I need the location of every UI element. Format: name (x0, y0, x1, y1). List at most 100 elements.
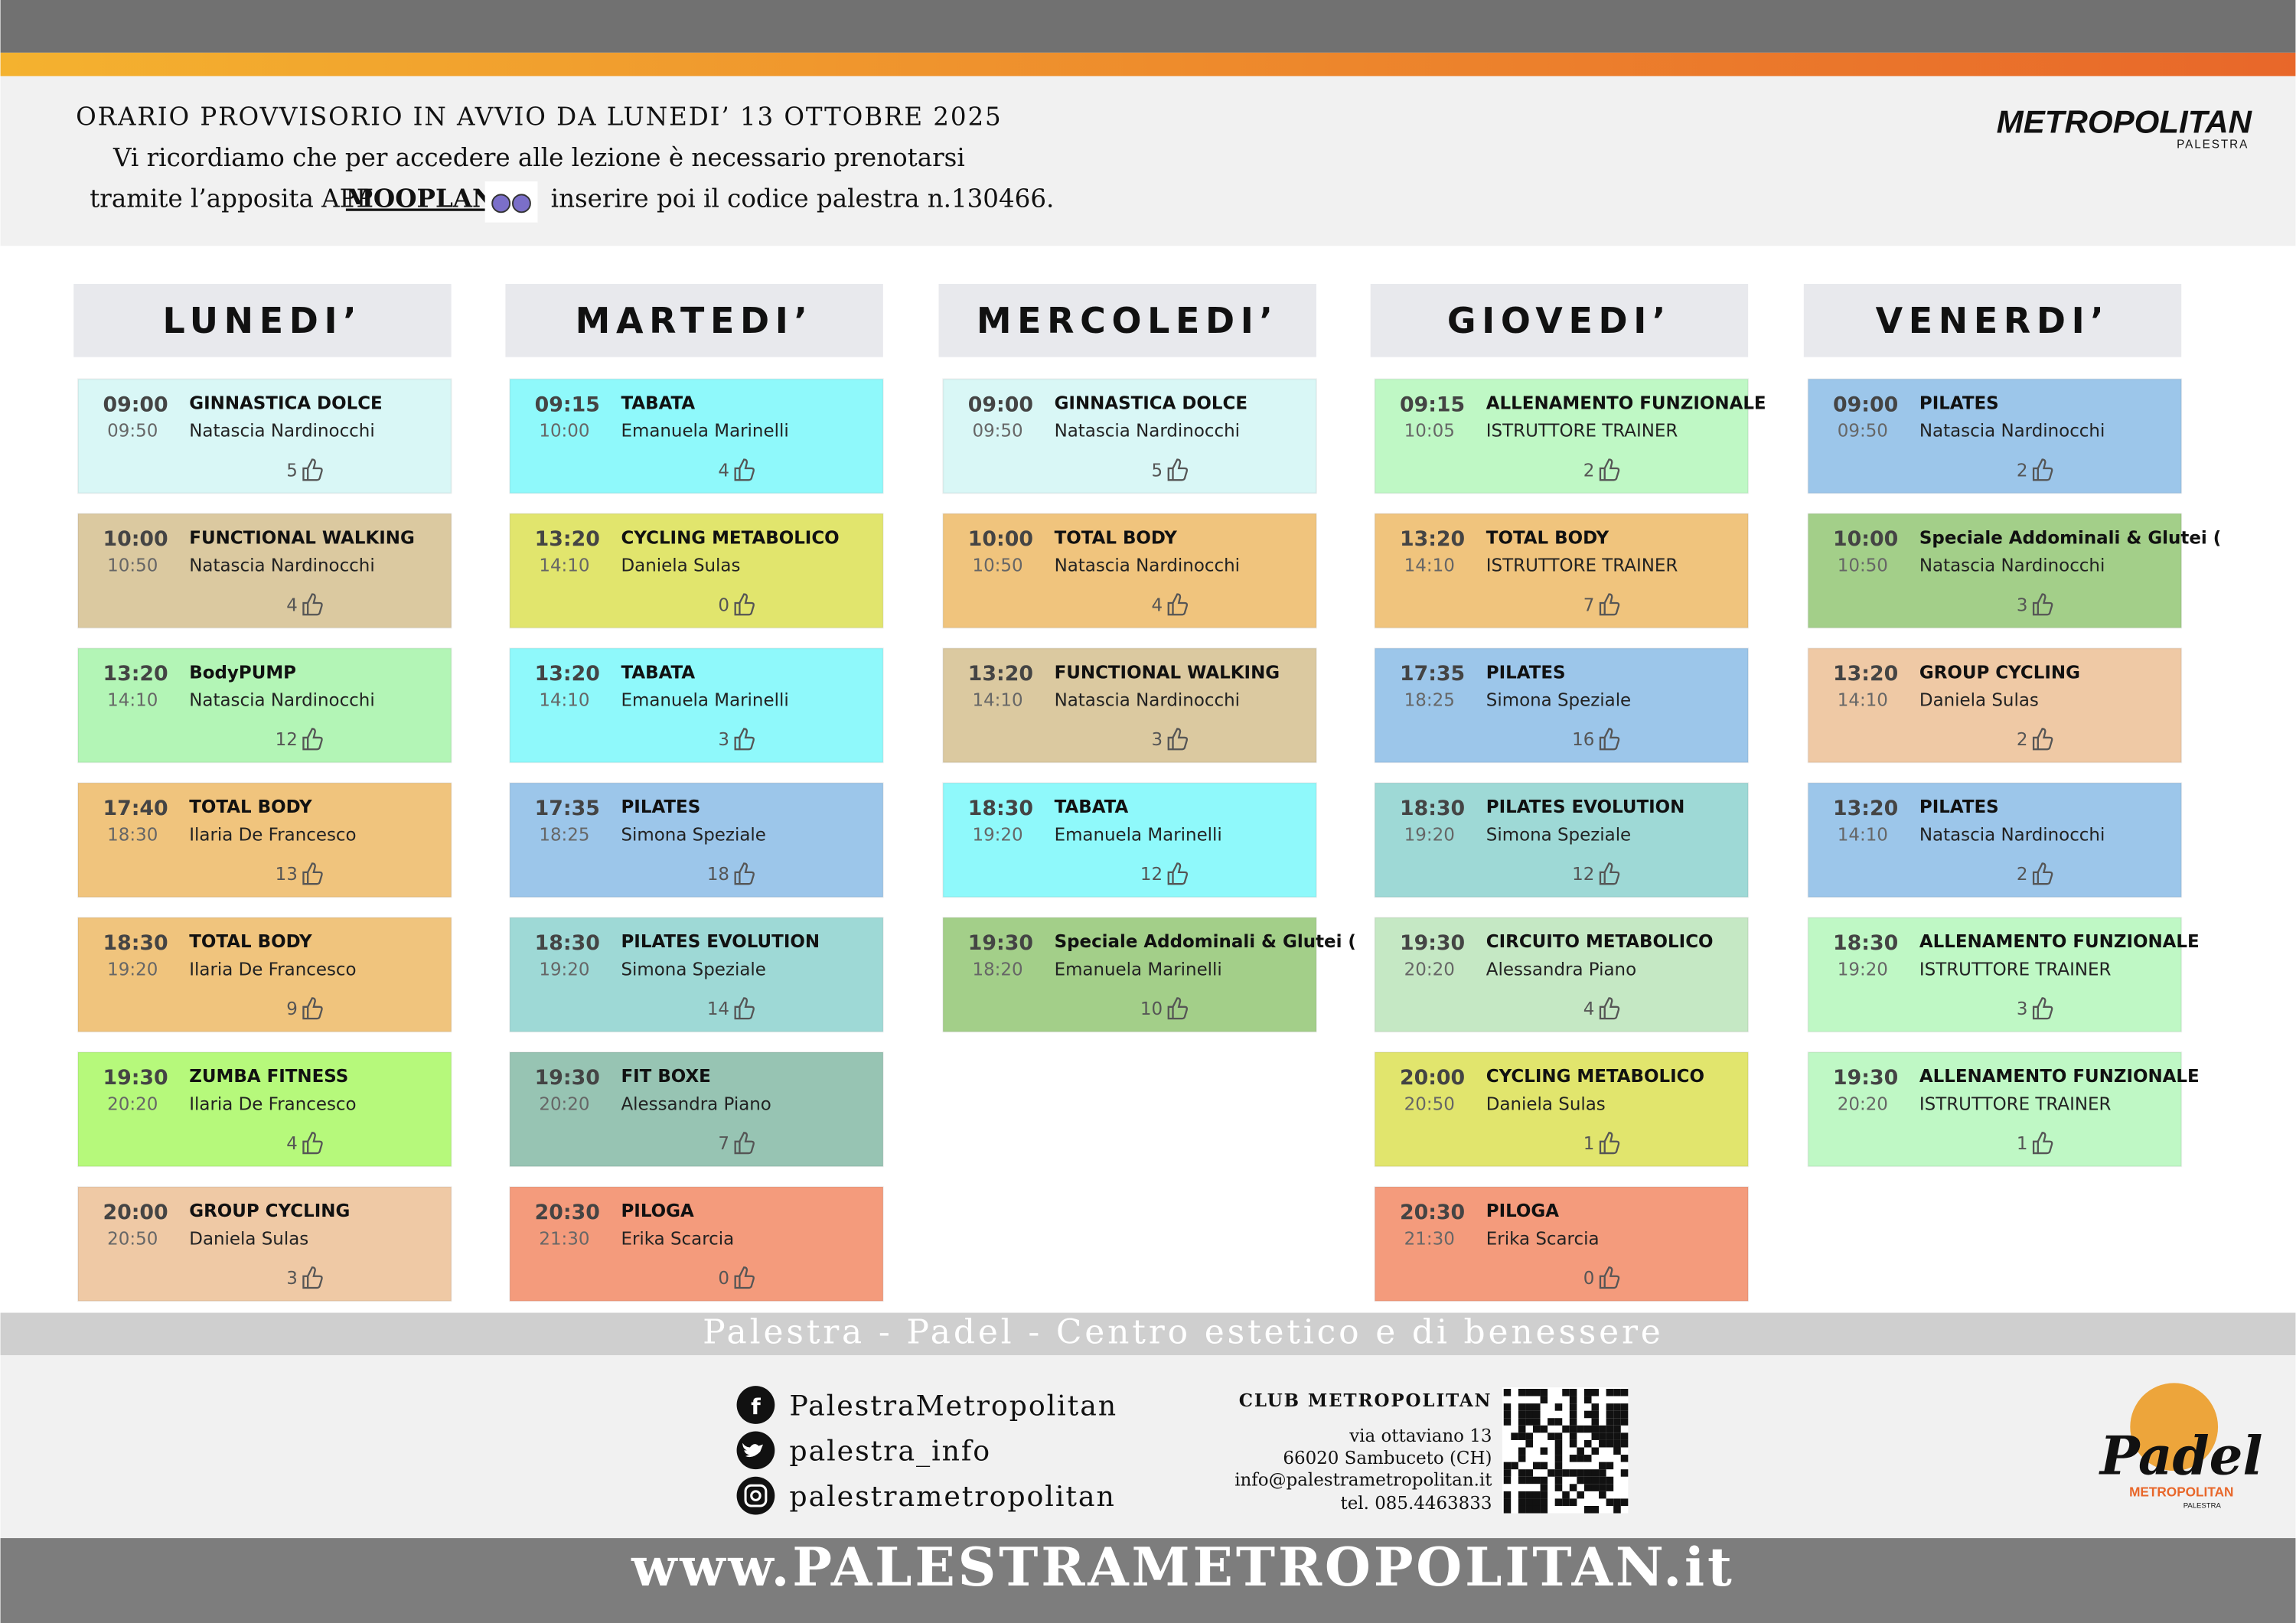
card-bg (77, 782, 452, 898)
qr-cell (1548, 1469, 1555, 1477)
end-time: 10:05 (1404, 422, 1455, 442)
qr-cell (1569, 1455, 1577, 1462)
qr-cell (1554, 1432, 1563, 1440)
qr-cell (1511, 1432, 1518, 1440)
qr-cell (1540, 1476, 1548, 1484)
qr-cell (1591, 1432, 1600, 1440)
instructor: Erika Scarcia (621, 1229, 734, 1249)
likes: 0 (1583, 1269, 1595, 1289)
start-time: 20:30 (535, 1201, 600, 1224)
start-time: 19:30 (103, 1066, 168, 1090)
qr-cell (1591, 1396, 1600, 1404)
qr-cell (1518, 1491, 1526, 1499)
qr-cell (1583, 1439, 1592, 1448)
instructor: Emanuela Marinelli (621, 422, 788, 442)
start-time: 18:30 (103, 931, 168, 955)
start-time: 09:15 (535, 393, 600, 416)
qr-code (1502, 1387, 1629, 1514)
card-bg (509, 1186, 884, 1302)
card-bg (1807, 378, 2183, 494)
card-bg (1374, 1186, 1750, 1302)
qr-cell (1599, 1491, 1606, 1499)
end-time: 14:10 (107, 691, 158, 711)
card-bg (1807, 782, 2183, 898)
instructor: Simona Speziale (621, 826, 765, 846)
day-name: LUNEDI’ (163, 300, 363, 341)
card-bg (509, 782, 884, 898)
start-time: 09:15 (1400, 393, 1465, 416)
class-card: 09:00 09:50 GINNASTICA DOLCE Natascia Nardi… (942, 378, 1317, 494)
qr-cell (1503, 1403, 1512, 1411)
class-name: ALLENAMENTO FUNZIONALE (1486, 393, 1766, 413)
instructor: Simona Speziale (1486, 826, 1631, 846)
icon-glyph (744, 1484, 768, 1507)
likes: 3 (2017, 595, 2028, 615)
qr-cell (1532, 1484, 1541, 1491)
qr-cell (1569, 1439, 1577, 1448)
thumb-icon (1167, 862, 1189, 885)
qr-cell (1606, 1410, 1614, 1419)
likes: 7 (718, 1134, 729, 1154)
thumb-icon (734, 997, 755, 1020)
likes: 5 (286, 461, 298, 481)
top-bar (0, 0, 2296, 53)
class-name: GINNASTICA DOLCE (189, 393, 382, 413)
start-time: 13:20 (103, 662, 168, 686)
day-name: GIOVEDI’ (1447, 300, 1671, 341)
class-name: CIRCUITO METABOLICO (1486, 932, 1714, 952)
start-time: 17:35 (1400, 662, 1465, 686)
thumb-icon (734, 1132, 755, 1155)
qr-cell (1591, 1484, 1600, 1491)
start-time: 19:30 (535, 1066, 600, 1090)
instructor: ISTRUTTORE TRAINER (1486, 556, 1678, 576)
thumb-icon (302, 728, 323, 751)
thumb-icon (2032, 458, 2053, 481)
padel-brand: METROPOLITAN (2129, 1484, 2233, 1499)
likes: 3 (286, 1269, 298, 1289)
likes: 2 (2017, 461, 2028, 481)
day-column: VENERDI’ 09:00 09:50 PILATES Natascia Nardin… (1803, 284, 2221, 1168)
card-bg (509, 647, 884, 764)
class-name: CYCLING METABOLICO (621, 528, 839, 548)
thumb-icon (302, 458, 323, 481)
end-time: 18:25 (539, 826, 589, 846)
likes: 12 (1572, 865, 1594, 885)
thumb-icon (1599, 997, 1620, 1020)
qr-cell (1554, 1418, 1563, 1426)
qr-cell (1511, 1388, 1518, 1396)
qr-cell (1511, 1498, 1518, 1506)
class-name: Speciale Addominali & Glutei ( (1055, 932, 1356, 952)
end-time: 20:20 (107, 1094, 158, 1114)
qr-cell (1613, 1388, 1621, 1396)
icon-glyph (742, 1442, 764, 1458)
qr-cell (1532, 1425, 1541, 1433)
card-bg (509, 513, 884, 629)
qr-cell (1511, 1505, 1518, 1514)
qr-cell (1554, 1455, 1563, 1462)
qr-cell (1511, 1462, 1518, 1470)
qr-cell (1599, 1425, 1606, 1433)
qr-cell (1613, 1498, 1621, 1506)
qr-cell (1583, 1476, 1592, 1484)
instructor: Natascia Nardinocchi (1919, 826, 2105, 846)
qr-cell (1554, 1447, 1563, 1455)
qr-cell (1503, 1396, 1512, 1404)
instructor: Emanuela Marinelli (1055, 826, 1222, 846)
qr-cell (1532, 1403, 1541, 1411)
thumb-icon (1167, 728, 1189, 751)
qr-cell (1583, 1410, 1592, 1419)
qr-cell (1511, 1491, 1518, 1499)
header-line: tramite l’apposita APP (90, 184, 373, 213)
class-name: PILATES EVOLUTION (621, 932, 820, 952)
likes: 1 (1583, 1134, 1595, 1154)
likes: 1 (2017, 1134, 2028, 1154)
qr-cell (1532, 1410, 1541, 1419)
qr-cell (1591, 1476, 1600, 1484)
class-card: 17:40 18:30 TOTAL BODY Ilaria De Francesco 1… (77, 782, 452, 898)
qr-cell (1606, 1476, 1614, 1484)
qr-cell (1613, 1425, 1621, 1433)
bottom-bar (0, 1538, 2296, 1623)
thumb-icon (734, 458, 755, 481)
card-bg (942, 782, 1317, 898)
